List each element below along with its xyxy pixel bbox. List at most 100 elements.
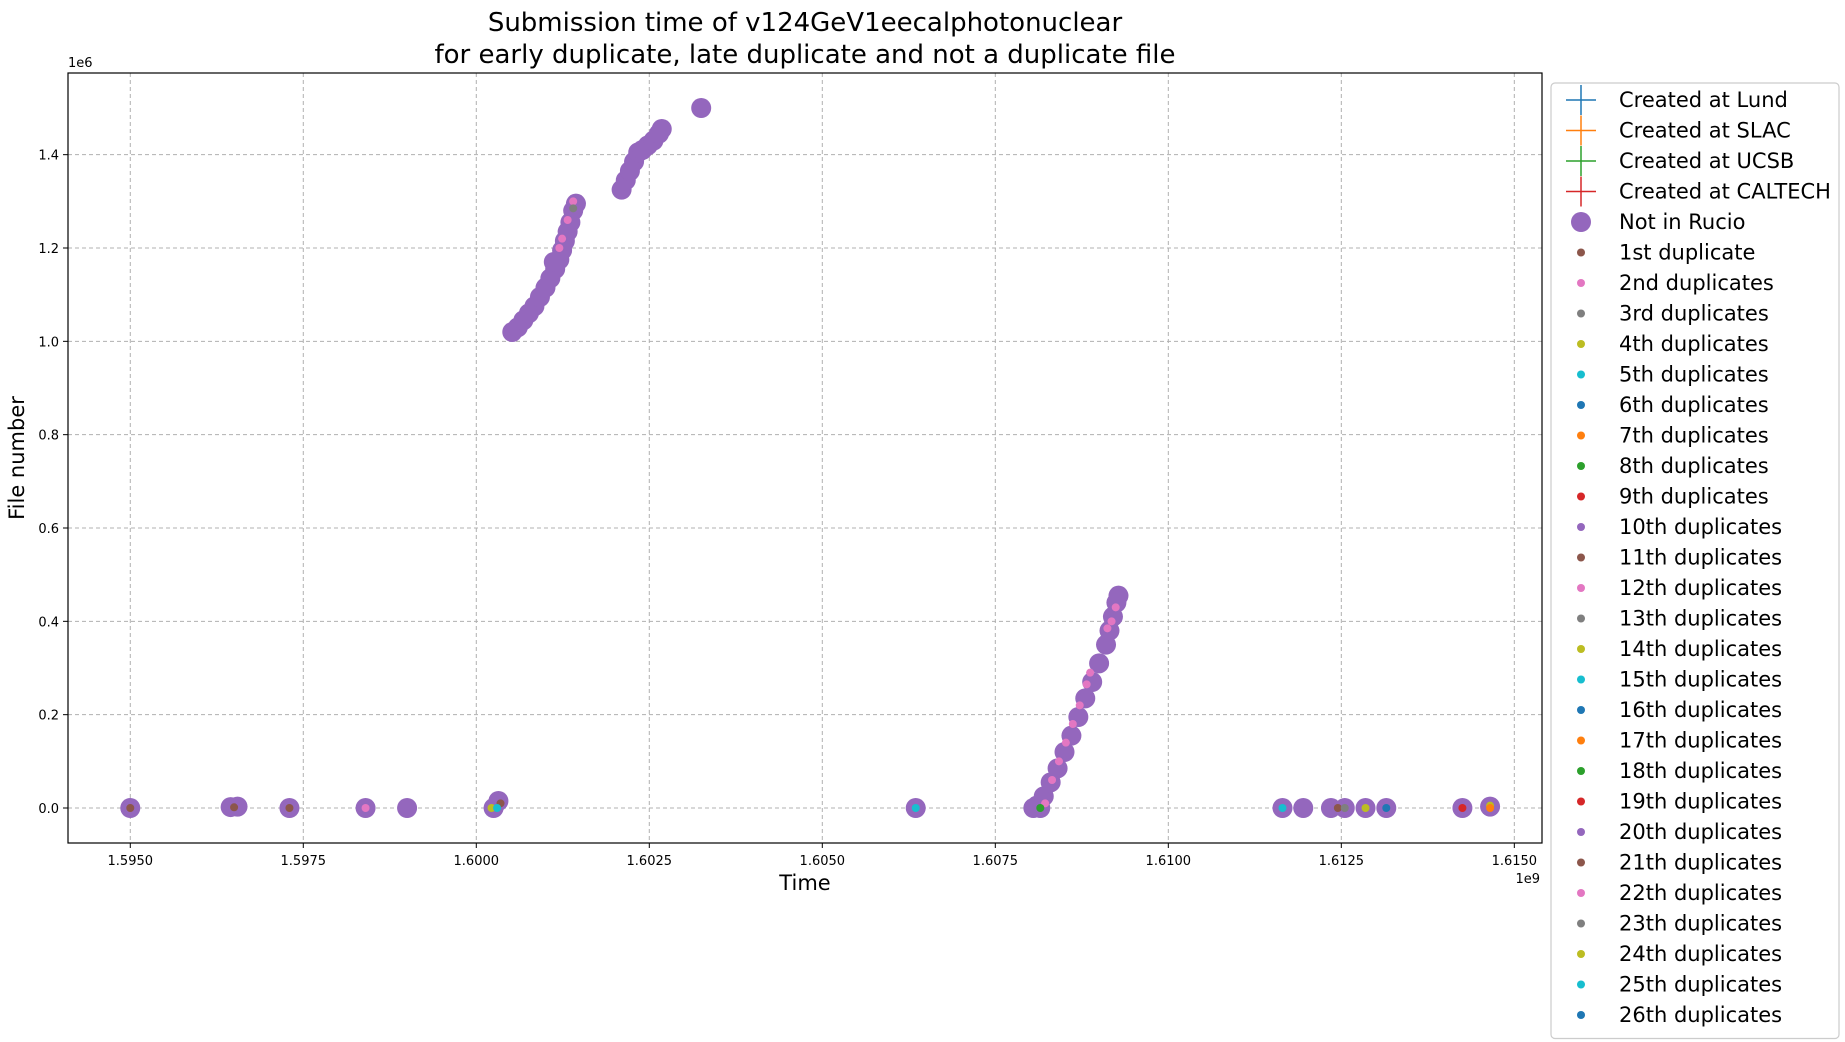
legend-label: 12th duplicates	[1619, 576, 1782, 600]
legend-label: 5th duplicates	[1619, 363, 1769, 387]
points-layer	[120, 98, 1501, 818]
x-tick-label: 1.6025	[627, 854, 673, 869]
legend-label: 22th duplicates	[1619, 881, 1782, 905]
legend-label: 15th duplicates	[1619, 668, 1782, 692]
grid-layer	[68, 73, 1542, 843]
y-tick-label: 1.0	[38, 335, 59, 350]
x-tick-label: 1.6125	[1319, 854, 1365, 869]
not-in-rucio-point	[543, 252, 564, 272]
legend-label: 23th duplicates	[1619, 912, 1782, 936]
4th-duplicates-point	[487, 804, 496, 812]
legend-dot-marker	[1577, 492, 1585, 501]
legend-dot-marker	[1577, 309, 1585, 318]
x-tick-label: 1.6100	[1146, 854, 1192, 869]
not-in-rucio-point	[1047, 758, 1068, 779]
2nd-duplicates-point	[563, 216, 572, 224]
legend-label: 25th duplicates	[1619, 973, 1782, 997]
legend-label: 8th duplicates	[1619, 454, 1769, 478]
6th-duplicates-point	[1382, 804, 1391, 812]
2nd-duplicates-point	[558, 234, 567, 243]
legend-label: Created at UCSB	[1619, 149, 1794, 173]
legend-dot-marker	[1577, 950, 1585, 958]
plot-frame	[67, 72, 1543, 844]
2nd-duplicates-point	[1082, 680, 1091, 689]
legend-dot-marker	[1577, 1011, 1585, 1019]
legend-label: 2nd duplicates	[1619, 271, 1774, 295]
1st-duplicate-point	[285, 804, 294, 812]
legend-label: 7th duplicates	[1619, 424, 1769, 448]
2nd-duplicates-point	[1086, 668, 1095, 677]
legend-label: Not in Rucio	[1619, 210, 1745, 234]
x-tick-label: 1.5975	[281, 854, 327, 869]
legend-label: 1st duplicate	[1619, 241, 1755, 265]
legend-label: 17th duplicates	[1619, 729, 1782, 753]
not-in-rucio-point	[1089, 653, 1110, 674]
3rd-duplicates-point	[569, 204, 578, 213]
legend-dot-marker	[1577, 858, 1585, 867]
1st-duplicate-point	[1333, 804, 1342, 812]
legend-dot-marker	[1577, 980, 1585, 989]
legend-label: 9th duplicates	[1619, 485, 1769, 509]
2nd-duplicates-point	[1068, 720, 1077, 728]
4th-duplicates-point	[1361, 804, 1370, 812]
not-in-rucio-point	[1320, 798, 1341, 818]
y-axis-label: File number	[5, 396, 29, 520]
2nd-duplicates-point	[1075, 701, 1084, 710]
y-tick-label: 0.0	[38, 802, 59, 817]
legend-dot-marker	[1571, 212, 1591, 232]
x-tick-label: 1.6150	[1492, 854, 1538, 869]
legend-dot-marker	[1577, 279, 1585, 287]
y-tick-label: 0.8	[38, 429, 59, 444]
legend-label: Created at CALTECH	[1619, 180, 1831, 204]
legend-dot-marker	[1577, 919, 1585, 928]
legend-dot-marker	[1577, 828, 1585, 836]
legend-label: 20th duplicates	[1619, 820, 1782, 844]
legend-label: 16th duplicates	[1619, 698, 1782, 722]
legend-label: 18th duplicates	[1619, 759, 1782, 783]
2nd-duplicates-point	[555, 244, 564, 252]
2nd-duplicates-point	[1111, 603, 1120, 612]
not-in-rucio-point	[651, 119, 672, 139]
not-in-rucio-point	[1293, 798, 1314, 818]
x-axis-label: Time	[778, 871, 830, 895]
legend-label: 26th duplicates	[1619, 1003, 1782, 1027]
y-tick-label: 0.6	[38, 522, 59, 537]
x-tick-label: 1.5950	[108, 854, 154, 869]
5th-duplicates-point	[493, 804, 502, 812]
legend: Created at Lund Created at SLAC Created at…	[1550, 82, 1840, 1040]
2nd-duplicates-point	[1048, 776, 1057, 784]
x-offset-label: 1e9	[1515, 872, 1540, 887]
2nd-duplicates-point	[361, 804, 370, 812]
legend-dot-marker	[1577, 767, 1585, 775]
legend-label: Created at Lund	[1619, 88, 1788, 112]
legend-dot-marker	[1577, 370, 1585, 379]
legend-dot-marker	[1577, 645, 1585, 653]
legend-dot-marker	[1577, 248, 1585, 257]
1st-duplicate-point	[126, 804, 135, 812]
legend-label: Created at SLAC	[1619, 119, 1791, 143]
8th-duplicates-point	[1036, 804, 1045, 812]
legend-dot-marker	[1577, 584, 1585, 592]
chart-title-line-1: Submission time of v124GeV1eecalphotonuc…	[488, 8, 1123, 38]
legend-dot-marker	[1577, 340, 1585, 348]
legend-label: 13th duplicates	[1619, 607, 1782, 631]
legend-dot-marker	[1577, 736, 1585, 745]
3rd-duplicates-point	[1340, 804, 1349, 812]
2nd-duplicates-point	[1103, 624, 1112, 633]
legend-label: 3rd duplicates	[1619, 302, 1769, 326]
chart-title-line-2: for early duplicate, late duplicate and …	[434, 40, 1175, 70]
legend-label: 11th duplicates	[1619, 546, 1782, 570]
not-in-rucio-point	[397, 798, 418, 818]
legend-dot-marker	[1577, 706, 1585, 714]
legend-dot-marker	[1577, 401, 1585, 409]
legend-dot-marker	[1577, 614, 1585, 623]
9th-duplicates-point	[1458, 804, 1467, 812]
x-tick-label: 1.6075	[973, 854, 1019, 869]
legend-dot-marker	[1577, 431, 1585, 440]
legend-label: 4th duplicates	[1619, 332, 1769, 356]
2nd-duplicates-point	[1054, 757, 1063, 766]
legend-dot-marker	[1577, 523, 1585, 531]
y-tick-label: 1.2	[38, 242, 59, 257]
legend-dot-marker	[1577, 462, 1585, 470]
